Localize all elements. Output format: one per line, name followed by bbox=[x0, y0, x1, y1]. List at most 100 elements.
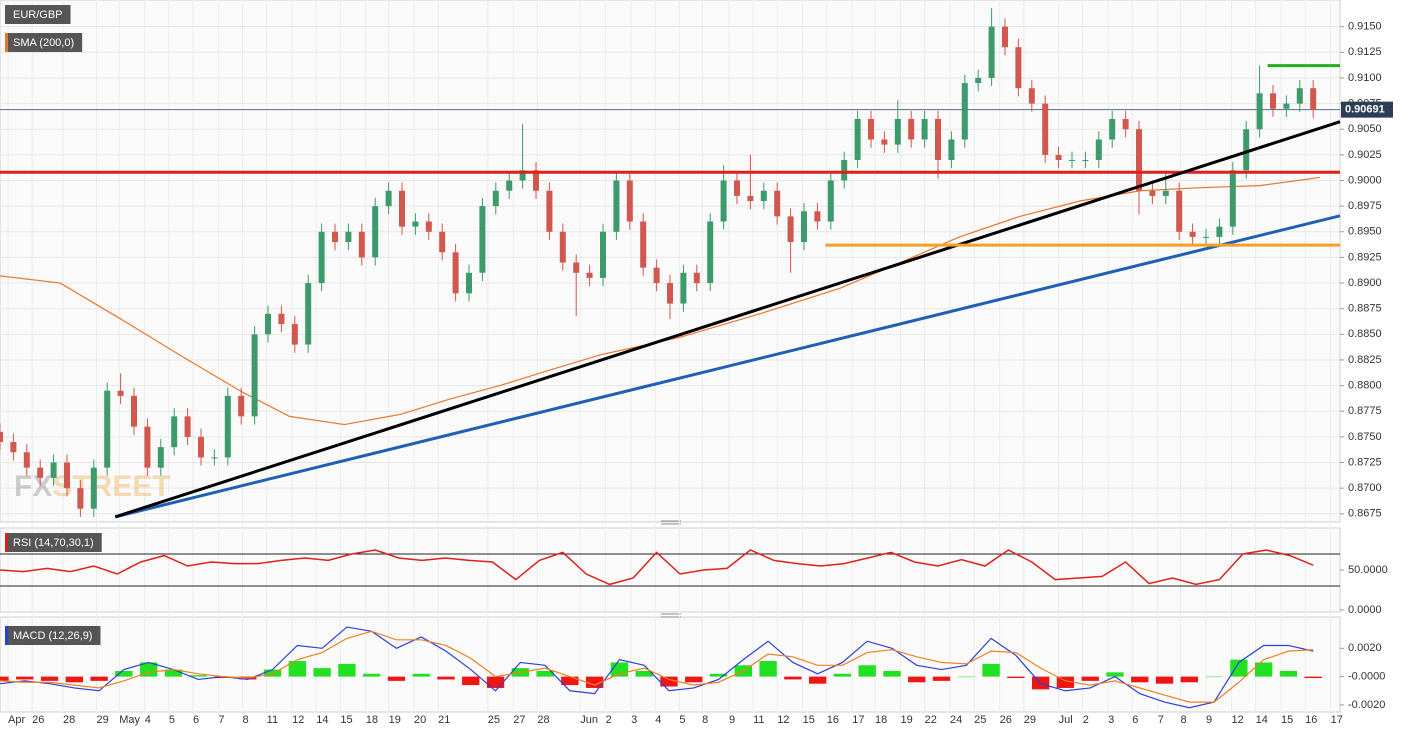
candle-body bbox=[439, 231, 446, 253]
macd-histogram-bar bbox=[139, 662, 158, 677]
y-tick-label: 50.0000 bbox=[1348, 564, 1388, 576]
y-tick-label: 0.9000 bbox=[1348, 174, 1382, 186]
y-tick-label: 0.8725 bbox=[1348, 456, 1382, 468]
candle-body bbox=[1122, 118, 1129, 130]
macd-histogram-bar bbox=[685, 676, 703, 683]
candle-body bbox=[0, 431, 3, 443]
candle-body bbox=[251, 334, 258, 417]
x-tick-label: 3 bbox=[631, 714, 637, 726]
macd-histogram-bar bbox=[189, 675, 207, 677]
candle-body bbox=[305, 283, 312, 345]
candle-body bbox=[1069, 159, 1075, 161]
candle-body bbox=[613, 180, 620, 232]
rsi-line bbox=[0, 549, 1314, 586]
macd-histogram-bar bbox=[883, 670, 901, 677]
macd-histogram-bar bbox=[1205, 676, 1223, 678]
x-tick-label: 8 bbox=[243, 714, 249, 726]
x-tick-label: 5 bbox=[679, 714, 685, 726]
x-tick-label: 17 bbox=[1331, 714, 1343, 726]
candle-body bbox=[211, 457, 218, 459]
x-tick-label: 15 bbox=[803, 714, 815, 726]
y-tick-label: 0.8800 bbox=[1348, 380, 1382, 392]
candle-body bbox=[881, 139, 888, 145]
candle-body bbox=[1002, 26, 1008, 48]
macd-histogram-bar bbox=[288, 661, 307, 677]
candle-body bbox=[894, 118, 901, 145]
watermark-part: STREET bbox=[52, 470, 170, 503]
candle-body bbox=[827, 180, 834, 222]
candle-body bbox=[50, 462, 57, 478]
x-tick-label: 8 bbox=[1181, 714, 1187, 726]
candle-body bbox=[707, 221, 714, 284]
candle-body bbox=[1162, 190, 1169, 196]
candle-body bbox=[921, 118, 928, 140]
candle-body bbox=[667, 283, 673, 304]
x-tick-label: 18 bbox=[875, 714, 887, 726]
watermark: FXSTREET bbox=[14, 470, 171, 503]
candle-body bbox=[144, 426, 151, 468]
macd-histogram-bar bbox=[214, 676, 232, 679]
candle-body bbox=[868, 118, 874, 140]
x-tick-label: 9 bbox=[1206, 714, 1212, 726]
panel-handle[interactable] bbox=[661, 520, 681, 618]
macd-histogram-bar bbox=[784, 676, 802, 680]
candle-body bbox=[1270, 93, 1276, 109]
x-tick-label: 5 bbox=[169, 714, 175, 726]
candle-body bbox=[908, 118, 915, 140]
candle-body bbox=[90, 467, 97, 509]
candle-body bbox=[238, 395, 245, 417]
price-panel bbox=[0, 0, 1341, 523]
macd-histogram-bar bbox=[561, 676, 579, 686]
candle-body bbox=[265, 313, 271, 335]
macd-histogram-bar bbox=[660, 676, 678, 687]
macd-histogram-bar bbox=[759, 661, 777, 677]
y-tick-label: 0.8950 bbox=[1348, 226, 1382, 238]
x-tick-label: 29 bbox=[1024, 714, 1036, 726]
x-tick-label: 7 bbox=[1158, 714, 1164, 726]
macd-histogram-bar bbox=[1304, 676, 1322, 679]
macd-line bbox=[0, 630, 1314, 703]
legend-box bbox=[5, 5, 71, 24]
macd-histogram-bar bbox=[362, 673, 381, 677]
y-tick-label: 0.9050 bbox=[1348, 123, 1382, 135]
candle-body bbox=[332, 231, 338, 243]
macd-histogram-bar bbox=[833, 673, 852, 677]
candle-body bbox=[573, 262, 580, 273]
macd-histogram-bar bbox=[1254, 662, 1273, 677]
x-tick-label: 6 bbox=[193, 714, 199, 726]
macd-histogram-bar bbox=[338, 663, 356, 677]
candle-body bbox=[479, 206, 486, 273]
macd-histogram-bar bbox=[115, 670, 133, 677]
x-tick-label: 21 bbox=[438, 714, 450, 726]
y-tick-label: 0.8750 bbox=[1348, 431, 1382, 443]
candle-body bbox=[466, 272, 472, 294]
macd-histogram-bar bbox=[1279, 670, 1298, 677]
y-tick-label: 0.0020 bbox=[1348, 642, 1382, 654]
candle-body bbox=[801, 211, 807, 243]
macd-histogram-bar bbox=[1056, 676, 1075, 688]
x-tick-label: 12 bbox=[777, 714, 789, 726]
watermark-part: FX bbox=[14, 470, 52, 503]
last-price-box bbox=[1341, 101, 1393, 118]
trend-line bbox=[114, 214, 1341, 519]
candle-body bbox=[935, 118, 941, 160]
x-tick-label: 26 bbox=[32, 714, 44, 726]
x-tick-label: 18 bbox=[366, 714, 378, 726]
macd-histogram-bar bbox=[1155, 676, 1174, 684]
x-tick-label: 24 bbox=[950, 714, 962, 726]
y-tick-label: 0.8900 bbox=[1348, 277, 1382, 289]
macd-histogram-bar bbox=[16, 676, 34, 680]
macd-histogram-bar bbox=[536, 670, 554, 677]
candle-body bbox=[600, 231, 606, 278]
x-tick-label: 29 bbox=[96, 714, 108, 726]
x-tick-label: 12 bbox=[292, 714, 304, 726]
marks bbox=[0, 8, 1341, 709]
macd-histogram-bar bbox=[1131, 676, 1149, 683]
x-tick-label: 14 bbox=[1256, 714, 1268, 726]
candle-body bbox=[1095, 139, 1102, 160]
macd-histogram-bar bbox=[90, 676, 108, 681]
x-tick-label: 28 bbox=[63, 714, 75, 726]
legend: EUR/GBP SMA (200,0) RSI (14,70,30,1) MACD (… bbox=[5, 5, 102, 645]
candle-body bbox=[77, 488, 84, 509]
